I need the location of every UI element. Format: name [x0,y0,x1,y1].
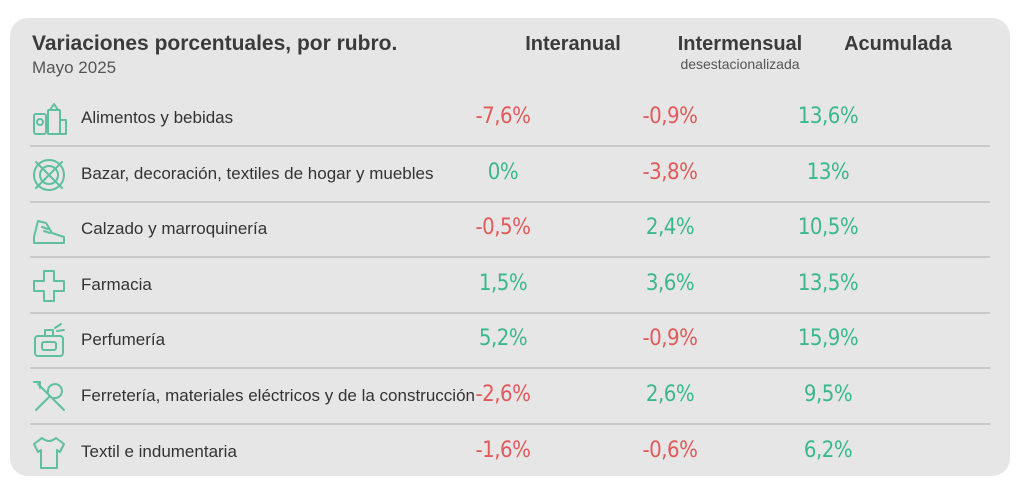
column-header-intermensual: Intermensual [677,33,803,55]
value-intermensual: 3,6% [645,270,695,296]
table-row: Alimentos y bebidas -7,6% -0,9% 13,6% [30,92,990,147]
row-divider [30,423,990,425]
value-intermensual: -0,9% [642,326,698,352]
value-interanual: 0% [487,159,519,185]
table-row: Ferretería, materiales eléctricos y de l… [30,370,990,425]
table-row: Calzado y marroquinería -0,5% 2,4% 10,5% [30,203,990,259]
column-header-interanual: Interanual [525,33,621,55]
value-interanual: 1,5% [478,270,528,296]
perfume-icon [30,322,68,360]
row-divider [30,311,990,314]
value-interanual: -7,6% [475,104,531,129]
row-label: Ferretería, materiales eléctricos y de l… [81,386,475,405]
row-label: Alimentos y bebidas [81,108,234,127]
row-label: Calzado y marroquinería [81,219,268,239]
value-acumulada: 15,9% [797,326,859,352]
column-header-acumulada: Acumulada [844,33,952,55]
value-acumulada: 10,5% [797,215,859,241]
row-label: Bazar, decoración, textiles de hogar y m… [81,163,434,183]
value-intermensual: 2,4% [645,215,695,241]
shoe-icon [30,211,68,249]
row-divider [30,367,990,370]
table-row: Textil e indumentaria -1,6% -0,6% 6,2% [30,426,990,481]
page-subtitle: Mayo 2025 [32,58,117,77]
row-label: Textil e indumentaria [81,441,237,461]
value-intermensual: 2,6% [645,382,695,407]
value-acumulada: 13,5% [797,270,859,296]
table-row: Farmacia 1,5% 3,6% 13,5% [30,259,990,314]
value-interanual: 5,2% [478,326,528,352]
row-divider [30,200,990,203]
value-acumulada: 6,2% [803,437,853,463]
grocery-icon [30,100,68,138]
value-intermensual: -0,9% [642,104,698,129]
shirt-icon [30,434,68,472]
row-label: Farmacia [81,274,152,294]
cross-icon [30,267,68,305]
value-acumulada: 9,5% [803,382,853,407]
value-interanual: -0,5% [475,215,531,241]
column-subheader-desestacionalizada: desestacionalizada [680,56,800,72]
row-divider [30,256,990,259]
summary-card: Variaciones porcentuales, por rubro. May… [10,18,1010,476]
table-row: Bazar, decoración, textiles de hogar y m… [30,148,990,203]
dishes-icon [30,156,68,194]
value-acumulada: 13% [806,159,850,185]
row-divider [30,145,990,147]
value-intermensual: -3,8% [642,159,698,185]
table-row: Perfumería 5,2% -0,9% 15,9% [30,314,990,370]
tools-icon [30,378,68,416]
value-intermensual: -0,6% [642,437,698,463]
page-title: Variaciones porcentuales, por rubro. [32,32,398,55]
value-interanual: -2,6% [475,382,531,407]
value-acumulada: 13,6% [797,104,859,129]
value-interanual: -1,6% [475,437,531,463]
row-label: Perfumería [81,330,166,350]
